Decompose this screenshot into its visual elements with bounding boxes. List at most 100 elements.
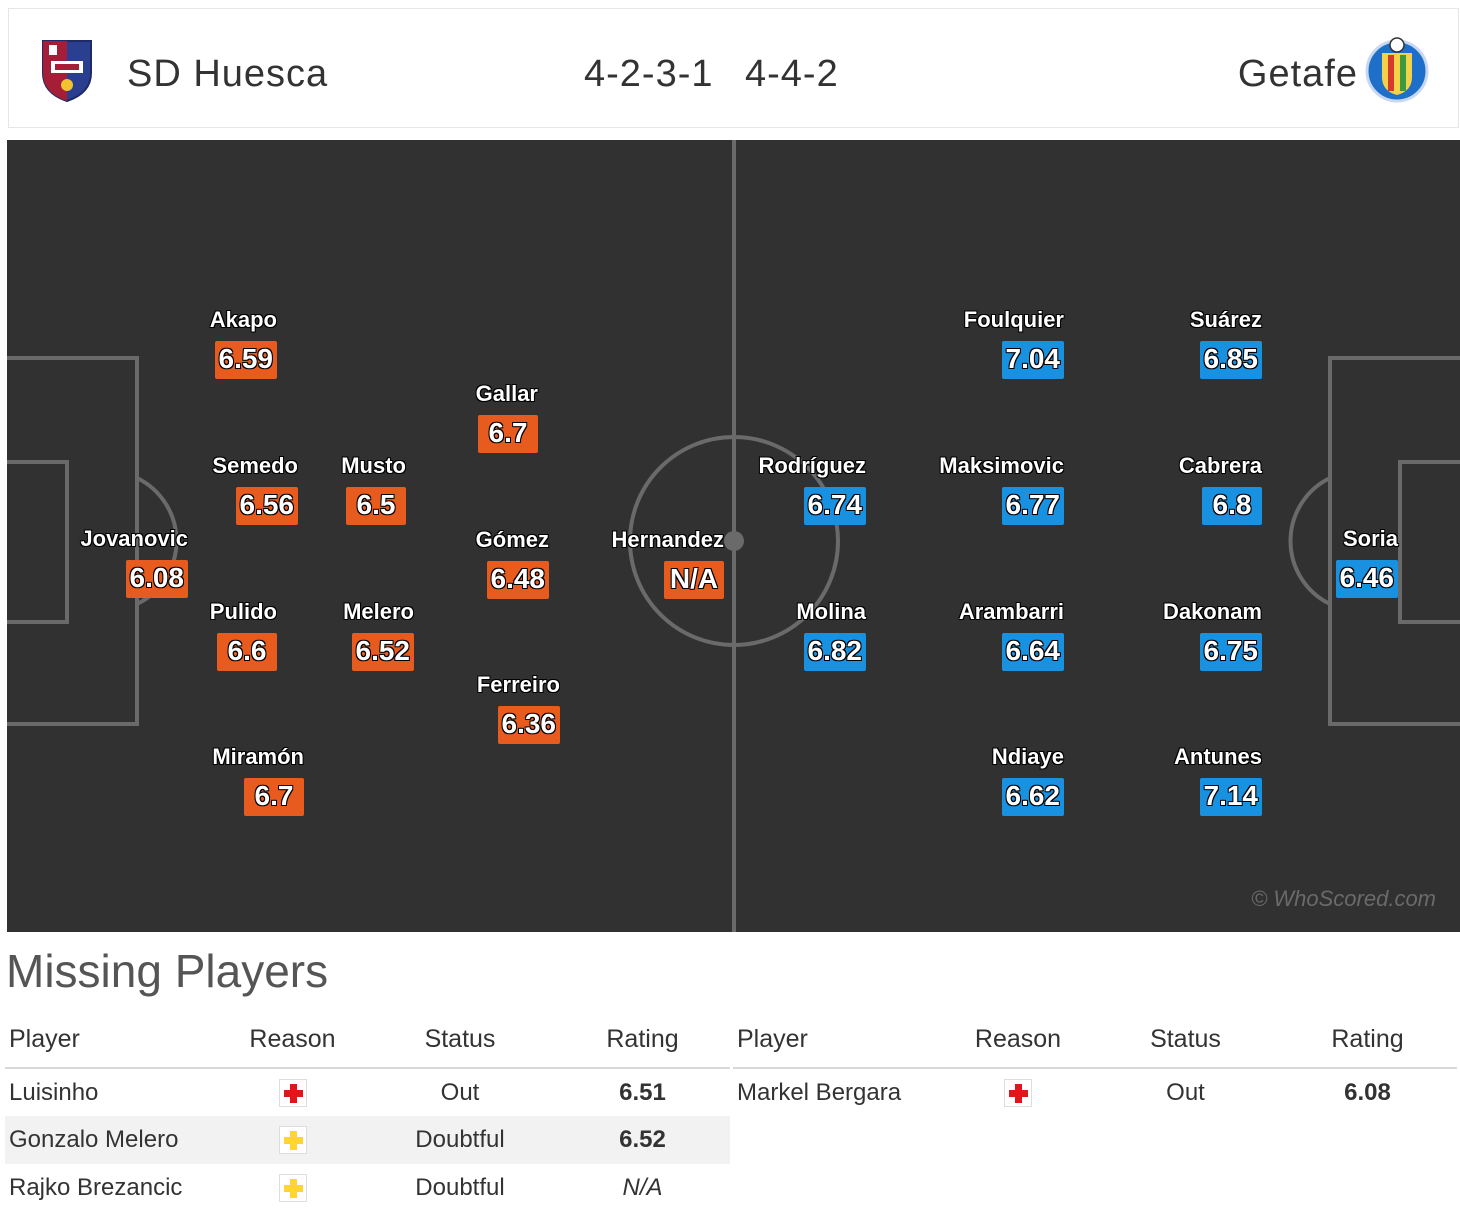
player-name: Pulido (209, 599, 277, 624)
player-name: Ndiaye (991, 744, 1064, 769)
away-player-arambarri[interactable]: Arambarri 6.64 (959, 599, 1064, 671)
player-rating: 6.62 (1001, 778, 1064, 816)
player-name: Antunes (1174, 744, 1262, 769)
match-header: SD Huesca 4-2-3-1 4-4-2 Getafe (8, 8, 1459, 128)
column-header-reason[interactable]: Reason (220, 1012, 365, 1069)
table-row: Markel Bergara Out 6.08 (733, 1068, 1457, 1116)
player-name: Cabrera (1178, 453, 1262, 478)
away-player-ndiaye[interactable]: Ndiaye 6.62 (992, 744, 1064, 816)
column-header-rating[interactable]: Rating (1278, 1012, 1457, 1069)
player-name: Gómez (475, 527, 549, 552)
getafe-crest-icon[interactable] (1364, 35, 1430, 103)
player-name: Ferreiro (476, 672, 560, 697)
missing-rating: 6.51 (619, 1078, 666, 1106)
player-name: Soria (1342, 526, 1398, 551)
player-rating: 6.82 (803, 633, 866, 671)
player-rating: 6.7 (478, 415, 538, 453)
player-rating: 6.77 (1001, 487, 1064, 525)
player-name: Jovanovic (80, 526, 188, 551)
player-rating: 7.04 (1001, 341, 1064, 379)
player-rating: 6.6 (217, 633, 277, 671)
missing-players-title: Missing Players (6, 945, 329, 997)
player-rating: 6.74 (803, 487, 866, 525)
player-rating: 6.64 (1001, 633, 1064, 671)
missing-player-name[interactable]: Rajko Brezancic (9, 1174, 183, 1201)
player-name: Maksimovic (939, 453, 1064, 478)
column-header-player[interactable]: Player (733, 1012, 943, 1069)
player-rating: 6.8 (1202, 487, 1262, 525)
missing-status: Out (440, 1078, 480, 1106)
player-rating: 6.5 (346, 487, 406, 525)
home-player-melero[interactable]: Melero 6.52 (343, 599, 414, 671)
away-player-foulquier[interactable]: Foulquier 7.04 (964, 307, 1064, 379)
missing-player-name[interactable]: Markel Bergara (737, 1078, 902, 1106)
player-rating: 6.36 (497, 706, 560, 744)
table-row: Luisinho Out 6.51 (5, 1068, 730, 1116)
player-rating: 7.14 (1199, 778, 1262, 816)
missing-player-name[interactable]: Gonzalo Melero (5, 1116, 220, 1164)
player-name: Suárez (1189, 307, 1262, 332)
home-player-gomez[interactable]: Gómez 6.48 (476, 527, 549, 599)
away-formation: 4-4-2 (745, 53, 839, 95)
huesca-crest-icon[interactable] (37, 35, 97, 103)
missing-rating: 6.08 (1344, 1078, 1391, 1106)
player-name: Akapo (209, 307, 277, 332)
away-player-suarez[interactable]: Suárez 6.85 (1190, 307, 1262, 379)
missing-status: Doubtful (365, 1116, 555, 1164)
home-player-semedo[interactable]: Semedo 6.56 (212, 453, 298, 525)
player-rating: 6.75 (1199, 633, 1262, 671)
away-player-cabrera[interactable]: Cabrera 6.8 (1179, 453, 1262, 525)
missing-status: Doubtful (415, 1174, 505, 1201)
home-player-musto[interactable]: Musto 6.5 (341, 453, 406, 525)
pitch-lines (7, 140, 1460, 932)
away-team-name[interactable]: Getafe (1237, 53, 1358, 95)
home-missing-table: Player Reason Status Rating Luisinho Out… (5, 1012, 730, 1212)
home-player-miramon[interactable]: Miramón 6.7 (212, 744, 304, 816)
away-missing-table: Player Reason Status Rating Markel Berga… (733, 1012, 1457, 1116)
column-header-player[interactable]: Player (5, 1012, 220, 1069)
away-player-antunes[interactable]: Antunes 7.14 (1174, 744, 1262, 816)
player-name: Molina (796, 599, 866, 624)
column-header-reason[interactable]: Reason (943, 1012, 1093, 1069)
missing-rating: N/A (622, 1174, 663, 1201)
player-rating: 6.85 (1199, 341, 1262, 379)
player-name: Rodríguez (758, 453, 866, 478)
doubtful-icon (278, 1174, 307, 1203)
injury-icon (1004, 1078, 1032, 1107)
column-header-status[interactable]: Status (1093, 1012, 1278, 1069)
player-name: Foulquier (963, 307, 1064, 332)
player-name: Musto (341, 453, 406, 478)
player-name: Semedo (212, 453, 298, 478)
away-player-soria[interactable]: Soria 6.46 (1335, 526, 1398, 598)
player-rating: 6.08 (125, 560, 188, 598)
away-player-molina[interactable]: Molina 6.82 (796, 599, 866, 671)
column-header-status[interactable]: Status (365, 1012, 555, 1069)
away-player-maksimovic[interactable]: Maksimovic 6.77 (939, 453, 1064, 525)
column-header-rating[interactable]: Rating (555, 1012, 730, 1069)
away-player-dakonam[interactable]: Dakonam 6.75 (1163, 599, 1262, 671)
missing-rating: 6.52 (555, 1116, 730, 1164)
home-formation: 4-2-3-1 (584, 53, 714, 95)
pitch: Jovanovic 6.08 Akapo 6.59 Semedo 6.56 Pu… (7, 140, 1460, 932)
player-rating: 6.59 (214, 341, 277, 379)
home-player-akapo[interactable]: Akapo 6.59 (210, 307, 277, 379)
player-name: Gallar (475, 381, 538, 406)
home-player-jovanovic[interactable]: Jovanovic 6.08 (80, 526, 188, 598)
home-player-gallar[interactable]: Gallar 6.7 (476, 381, 538, 453)
player-name: Arambarri (958, 599, 1064, 624)
player-rating: 6.46 (1335, 560, 1398, 598)
missing-player-name[interactable]: Luisinho (9, 1078, 99, 1106)
home-team-name[interactable]: SD Huesca (127, 53, 329, 95)
table-row: Gonzalo Melero Doubtful 6.52 (5, 1116, 730, 1164)
player-rating: N/A (664, 561, 724, 599)
watermark: © WhoScored.com (1251, 886, 1436, 911)
table-row: Rajko Brezancic Doubtful N/A (5, 1164, 730, 1212)
player-name: Miramón (212, 744, 304, 769)
away-player-rodriguez[interactable]: Rodríguez 6.74 (758, 453, 866, 525)
home-player-pulido[interactable]: Pulido 6.6 (210, 599, 277, 671)
player-rating: 6.7 (244, 778, 304, 816)
player-name: Dakonam (1162, 599, 1262, 624)
home-player-ferreiro[interactable]: Ferreiro 6.36 (477, 672, 560, 744)
home-player-hernandez[interactable]: Hernandez N/A (612, 527, 724, 599)
player-rating: 6.56 (235, 487, 298, 525)
